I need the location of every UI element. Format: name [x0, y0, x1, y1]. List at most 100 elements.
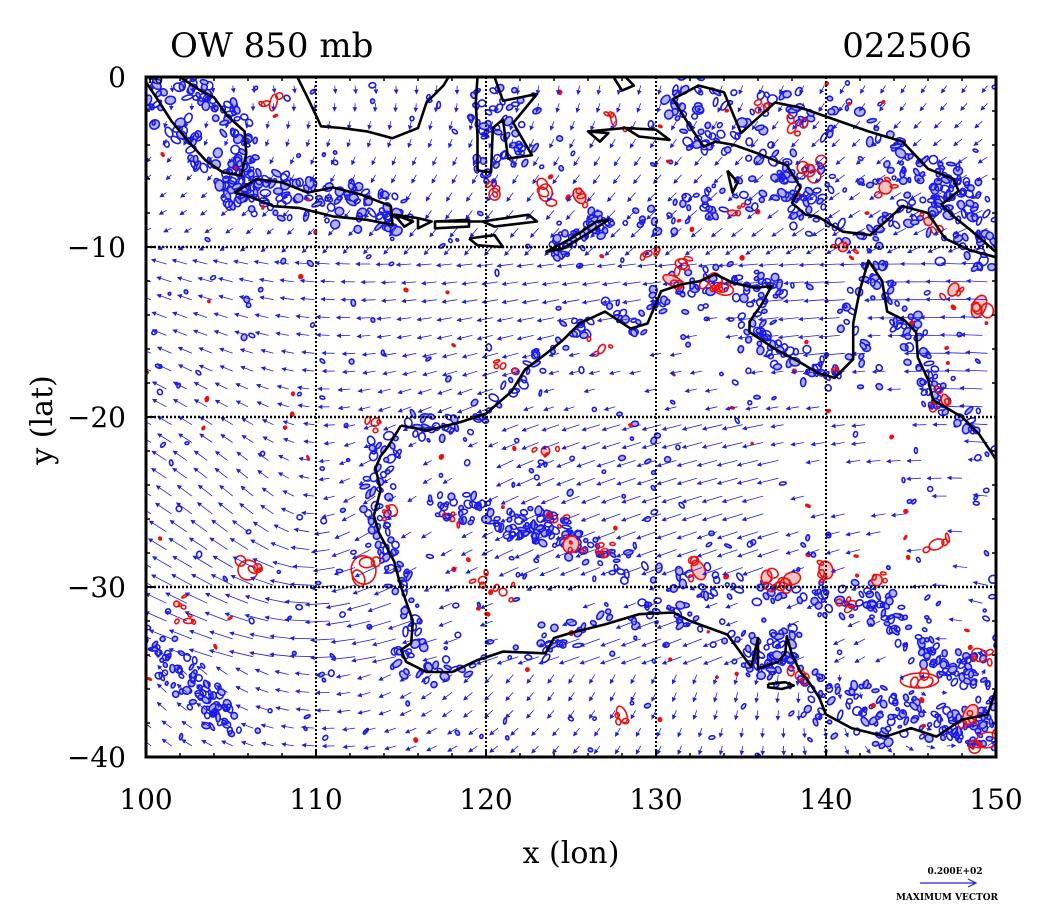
wind-vector: [940, 314, 963, 320]
negative-vorticity-contour: [810, 551, 817, 558]
positive-vorticity-contour: [234, 166, 238, 170]
negative-vorticity-contour: [405, 700, 411, 707]
negative-vorticity-contour: [367, 517, 375, 526]
negative-vorticity-contour: [752, 326, 762, 336]
negative-vorticity-contour: [600, 296, 611, 306]
positive-vorticity-contour: [734, 671, 739, 676]
vector-key-caption: MAXIMUM VECTOR: [896, 893, 999, 903]
negative-vorticity-contour: [756, 670, 767, 681]
negative-vorticity-contour: [167, 291, 172, 296]
negative-vorticity-contour: [681, 308, 690, 315]
negative-vorticity-contour: [630, 328, 638, 338]
negative-vorticity-contour: [326, 202, 336, 212]
negative-vorticity-contour: [507, 376, 514, 384]
wind-vector: [334, 261, 351, 267]
negative-vorticity-contour: [478, 733, 484, 740]
negative-vorticity-contour: [612, 309, 622, 317]
negative-vorticity-contour: [178, 732, 184, 741]
positive-vorticity-contour: [204, 395, 210, 403]
negative-vorticity-contour: [391, 587, 400, 596]
negative-vorticity-contour: [826, 95, 834, 102]
negative-vorticity-contour: [907, 176, 912, 184]
negative-vorticity-contour: [394, 448, 402, 458]
negative-vorticity-contour: [329, 219, 341, 230]
negative-vorticity-contour: [579, 331, 589, 340]
negative-vorticity-contour: [195, 91, 201, 99]
negative-vorticity-contour: [858, 352, 865, 360]
y-axis-label: y (lat): [25, 375, 60, 465]
negative-vorticity-contour: [731, 658, 738, 665]
negative-vorticity-contour: [758, 319, 767, 329]
y-tick-label: 0: [108, 61, 126, 94]
negative-vorticity-contour: [738, 293, 749, 304]
negative-vorticity-contour: [332, 150, 338, 155]
negative-vorticity-contour: [757, 291, 765, 299]
negative-vorticity-contour: [843, 318, 851, 326]
negative-vorticity-contour: [466, 428, 475, 436]
negative-vorticity-contour: [391, 540, 400, 550]
positive-vorticity-contour: [613, 525, 618, 531]
negative-vorticity-contour: [640, 328, 648, 336]
negative-vorticity-contour: [918, 733, 926, 740]
negative-vorticity-contour: [589, 619, 598, 627]
negative-vorticity-contour: [939, 734, 947, 742]
negative-vorticity-contour: [903, 358, 912, 367]
negative-vorticity-contour: [396, 560, 405, 568]
negative-vorticity-contour: [665, 587, 672, 592]
negative-vorticity-contour: [417, 431, 427, 442]
negative-vorticity-contour: [537, 621, 546, 629]
negative-vorticity-contour: [488, 393, 500, 403]
negative-vorticity-contour: [664, 298, 671, 306]
negative-vorticity-contour: [605, 302, 614, 311]
negative-vorticity-contour: [696, 625, 704, 633]
negative-vorticity-contour: [374, 540, 382, 550]
negative-vorticity-contour: [159, 635, 166, 643]
negative-vorticity-contour: [782, 90, 792, 99]
negative-vorticity-contour: [541, 632, 547, 639]
negative-vorticity-contour: [770, 631, 777, 638]
negative-vorticity-contour: [733, 274, 744, 281]
negative-vorticity-contour: [909, 219, 920, 226]
negative-vorticity-contour: [339, 507, 347, 514]
negative-vorticity-contour: [756, 340, 763, 347]
negative-vorticity-contour: [164, 95, 177, 106]
negative-vorticity-contour: [982, 615, 991, 622]
negative-vorticity-contour: [412, 429, 419, 438]
negative-vorticity-contour: [321, 152, 327, 158]
negative-vorticity-contour: [872, 236, 880, 242]
negative-vorticity-contour: [151, 120, 157, 126]
negative-vorticity-contour: [455, 237, 460, 242]
negative-vorticity-contour: [441, 655, 451, 664]
wind-vector: [315, 690, 330, 696]
negative-vorticity-contour: [380, 349, 386, 356]
positive-vorticity-contour: [854, 573, 860, 578]
negative-vorticity-contour: [212, 147, 224, 159]
negative-vorticity-contour: [348, 358, 355, 365]
negative-vorticity-contour: [653, 597, 662, 605]
positive-vorticity-contour: [689, 226, 695, 233]
negative-vorticity-contour: [390, 548, 397, 557]
negative-vorticity-contour: [975, 407, 982, 415]
positive-vorticity-contour: [665, 159, 671, 164]
negative-vorticity-contour: [737, 345, 745, 354]
positive-vorticity-contour: [657, 124, 663, 129]
negative-vorticity-contour: [721, 637, 729, 645]
positive-vorticity-contour: [676, 218, 682, 223]
negative-vorticity-contour: [230, 128, 240, 139]
negative-vorticity-contour: [930, 365, 940, 373]
negative-vorticity-contour: [805, 205, 813, 215]
negative-vorticity-contour: [975, 695, 982, 704]
negative-vorticity-contour: [756, 345, 765, 356]
negative-vorticity-contour: [672, 198, 678, 207]
x-tick-label: 150: [969, 783, 1022, 816]
negative-vorticity-contour: [570, 317, 578, 325]
negative-vorticity-contour: [853, 727, 861, 736]
negative-vorticity-contour: [366, 435, 376, 446]
y-tick-label: −40: [67, 741, 126, 774]
x-tick-label: 120: [459, 783, 512, 816]
negative-vorticity-contour: [941, 649, 949, 658]
negative-vorticity-contour: [414, 603, 420, 609]
negative-vorticity-contour: [889, 318, 896, 327]
negative-vorticity-contour: [812, 717, 819, 727]
positive-vorticity-contour: [706, 630, 710, 634]
